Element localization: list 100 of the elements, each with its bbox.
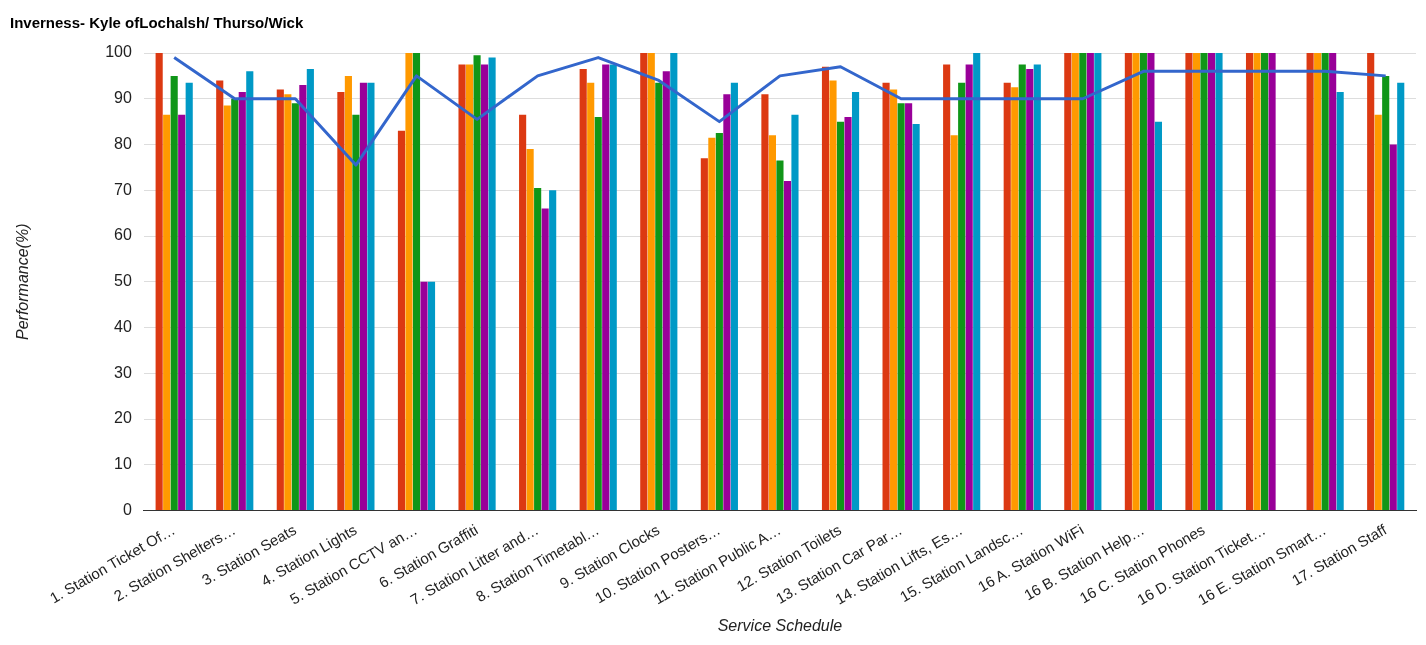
bar xyxy=(223,105,231,511)
bar xyxy=(1094,53,1102,511)
bar xyxy=(647,53,655,511)
bar xyxy=(405,53,413,511)
bar xyxy=(1124,53,1132,511)
bar xyxy=(216,80,224,511)
bar xyxy=(897,103,905,511)
bar xyxy=(291,103,299,511)
bar xyxy=(1147,53,1155,511)
y-tick-label: 50 xyxy=(114,272,132,290)
bar xyxy=(1260,53,1269,511)
bar xyxy=(488,57,496,511)
bar xyxy=(352,114,360,511)
bar xyxy=(700,158,708,511)
bar xyxy=(1086,53,1094,511)
bar xyxy=(609,64,617,511)
bar xyxy=(344,75,352,511)
bar xyxy=(723,94,731,511)
bar xyxy=(1215,53,1223,511)
bar xyxy=(1397,82,1405,511)
bar xyxy=(481,64,489,511)
bar xyxy=(829,80,837,511)
chart-title: Inverness- Kyle ofLochalsh/ Thurso/Wick xyxy=(10,14,304,32)
bar xyxy=(1314,53,1322,511)
bar xyxy=(231,98,239,511)
bar xyxy=(912,123,920,511)
bar xyxy=(836,121,845,511)
bar xyxy=(170,75,178,511)
bar xyxy=(1139,53,1147,511)
bar xyxy=(473,55,481,511)
bar xyxy=(973,53,981,511)
bar xyxy=(1079,53,1087,511)
bar xyxy=(844,117,852,511)
bar xyxy=(163,114,171,511)
bar xyxy=(359,82,367,511)
bar xyxy=(662,71,670,511)
bar xyxy=(1336,91,1344,511)
y-tick-label: 70 xyxy=(114,180,132,198)
bar xyxy=(579,69,587,511)
bar xyxy=(1306,53,1314,511)
bar xyxy=(602,64,610,511)
y-axis-title: Performance(%) xyxy=(14,223,32,341)
y-tick-label: 20 xyxy=(114,409,132,427)
bar xyxy=(950,135,958,511)
bar xyxy=(1253,53,1261,511)
bar xyxy=(587,82,595,511)
bar xyxy=(1064,53,1072,511)
bar xyxy=(640,53,648,511)
bar xyxy=(1011,87,1019,511)
bar xyxy=(534,187,542,511)
bar xyxy=(1185,53,1193,511)
bar xyxy=(1018,64,1026,511)
bar xyxy=(458,64,466,511)
y-tick-label: 0 xyxy=(122,500,132,518)
bar xyxy=(1374,114,1382,511)
bar xyxy=(238,91,246,511)
bar xyxy=(1321,53,1329,511)
bar xyxy=(412,53,421,511)
bar xyxy=(768,135,776,511)
bar xyxy=(1192,53,1201,511)
bar xyxy=(708,137,716,511)
bar xyxy=(337,91,345,511)
y-tick-label: 80 xyxy=(114,134,132,152)
bar xyxy=(519,114,527,511)
bar xyxy=(299,85,307,511)
y-tick-label: 10 xyxy=(114,455,132,473)
y-tick-label: 60 xyxy=(114,226,132,244)
bar xyxy=(791,114,799,511)
bar xyxy=(851,91,860,511)
bar xyxy=(155,53,163,511)
bar xyxy=(958,82,966,511)
bar xyxy=(246,71,254,511)
bar xyxy=(1071,53,1079,511)
bar xyxy=(1033,64,1041,511)
bar xyxy=(1382,75,1390,511)
bar xyxy=(1200,53,1208,511)
bar xyxy=(427,281,436,511)
bar xyxy=(1026,69,1034,511)
bar xyxy=(1268,53,1276,511)
bar xyxy=(367,82,375,511)
bar xyxy=(761,94,769,511)
bar xyxy=(783,181,792,511)
y-tick-label: 90 xyxy=(114,89,132,107)
bar xyxy=(905,103,913,511)
bar xyxy=(284,94,292,511)
bar xyxy=(730,82,738,511)
bar xyxy=(594,117,602,511)
bar xyxy=(776,160,784,511)
bar xyxy=(1154,121,1162,511)
bar xyxy=(276,89,284,511)
bar xyxy=(420,281,428,511)
bar xyxy=(943,64,951,511)
bar xyxy=(890,89,898,511)
bar xyxy=(1207,53,1216,511)
y-tick-label: 30 xyxy=(114,363,132,381)
bar xyxy=(397,130,406,511)
bar xyxy=(465,64,474,511)
y-tick-label: 100 xyxy=(105,43,132,61)
bar xyxy=(715,133,723,511)
bar xyxy=(1132,53,1140,511)
